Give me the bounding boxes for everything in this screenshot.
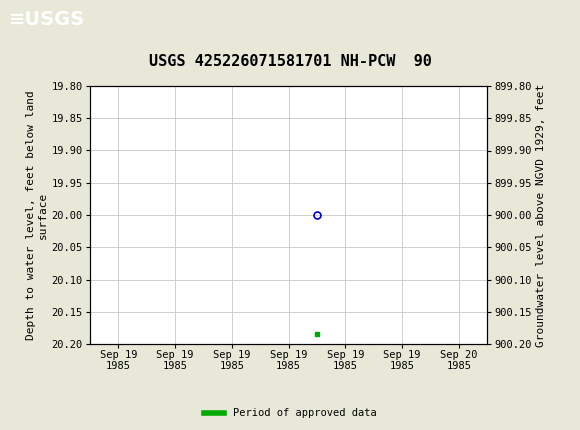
Text: ≡USGS: ≡USGS: [9, 10, 85, 29]
Y-axis label: Groundwater level above NGVD 1929, feet: Groundwater level above NGVD 1929, feet: [536, 83, 546, 347]
Text: USGS 425226071581701 NH-PCW  90: USGS 425226071581701 NH-PCW 90: [148, 54, 432, 69]
Legend: Period of approved data: Period of approved data: [200, 404, 380, 423]
Y-axis label: Depth to water level, feet below land
surface: Depth to water level, feet below land su…: [26, 90, 48, 340]
